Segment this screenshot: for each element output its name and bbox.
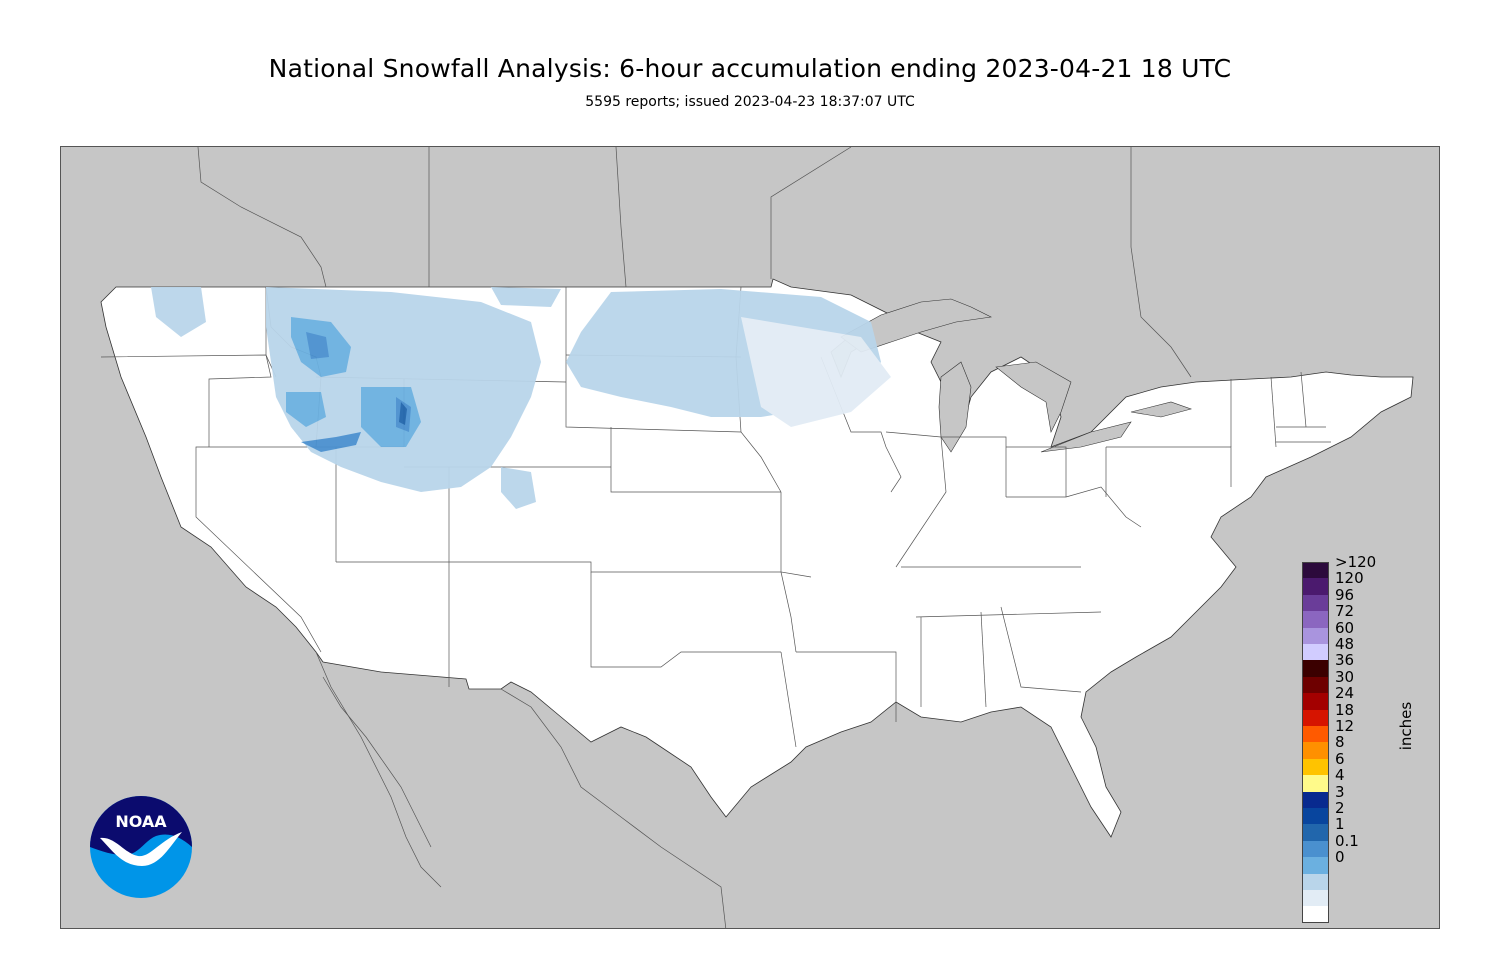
snowfall-shading bbox=[151, 287, 891, 509]
noaa-logo-icon: NOAA bbox=[90, 796, 192, 898]
legend-swatch bbox=[1302, 906, 1329, 924]
legend-tick-label: 48 bbox=[1335, 635, 1355, 653]
legend-tick-label: >120 bbox=[1335, 553, 1377, 571]
legend-tick-label: 1 bbox=[1335, 815, 1345, 834]
legend-tick-label: 36 bbox=[1335, 651, 1355, 670]
legend-swatch bbox=[1302, 693, 1329, 711]
legend-swatch bbox=[1302, 857, 1329, 875]
outside-borders bbox=[197, 147, 1192, 928]
legend-swatch bbox=[1302, 840, 1329, 858]
legend-swatch bbox=[1302, 562, 1329, 579]
legend-swatch bbox=[1302, 594, 1329, 612]
legend-swatch bbox=[1302, 726, 1329, 743]
legend-tick-label: 96 bbox=[1335, 585, 1355, 604]
legend-tick-label: 60 bbox=[1335, 618, 1355, 637]
legend-swatch bbox=[1302, 742, 1329, 760]
legend-swatch bbox=[1302, 611, 1329, 629]
legend-tick-label: 72 bbox=[1335, 602, 1355, 621]
legend-swatch bbox=[1302, 808, 1329, 825]
map-subtitle: 5595 reports; issued 2023-04-23 18:37:07… bbox=[585, 94, 915, 110]
legend-swatch bbox=[1302, 676, 1329, 694]
legend-swatch bbox=[1302, 824, 1329, 842]
legend-tick-label: 8 bbox=[1335, 733, 1345, 752]
legend-swatch bbox=[1302, 775, 1329, 793]
legend-tick-label: 2 bbox=[1335, 799, 1345, 817]
legend-unit-label: inches bbox=[1397, 701, 1416, 751]
legend-tick-label: 3 bbox=[1335, 782, 1345, 801]
lake-superior bbox=[840, 298, 992, 353]
legend-swatch bbox=[1302, 873, 1329, 891]
legend-tick-label: 18 bbox=[1335, 700, 1355, 719]
lake-huron bbox=[995, 361, 1072, 433]
legend-swatch bbox=[1302, 890, 1329, 907]
lake-ontario bbox=[1130, 401, 1193, 418]
legend-tick-label: 0 bbox=[1335, 848, 1345, 867]
legend-swatch bbox=[1302, 660, 1329, 678]
legend-tick-label: 12 bbox=[1335, 717, 1355, 735]
legend-tick-label: 30 bbox=[1335, 667, 1355, 686]
legend-tick-label: 120 bbox=[1335, 569, 1364, 588]
map-title: National Snowfall Analysis: 6-hour accum… bbox=[268, 54, 1232, 83]
lake-michigan bbox=[938, 361, 972, 453]
legend-frame bbox=[1302, 562, 1329, 923]
snowfall-map bbox=[60, 146, 1440, 929]
legend-swatch bbox=[1302, 627, 1329, 645]
legend-swatch bbox=[1302, 644, 1329, 661]
noaa-logo: NOAA bbox=[90, 796, 192, 898]
legend-swatch bbox=[1302, 791, 1329, 809]
legend-swatch bbox=[1302, 578, 1329, 596]
legend-tick-label: 0.1 bbox=[1335, 831, 1359, 850]
legend-tick-label: 4 bbox=[1335, 766, 1345, 785]
legend-swatch bbox=[1302, 709, 1329, 727]
lake-erie bbox=[1040, 421, 1132, 453]
legend-tick-label: 24 bbox=[1335, 684, 1355, 703]
legend-tick-label: 6 bbox=[1335, 749, 1345, 768]
noaa-logo-text: NOAA bbox=[115, 812, 167, 831]
legend-swatch bbox=[1302, 758, 1329, 776]
map-canvas bbox=[100, 147, 1414, 928]
